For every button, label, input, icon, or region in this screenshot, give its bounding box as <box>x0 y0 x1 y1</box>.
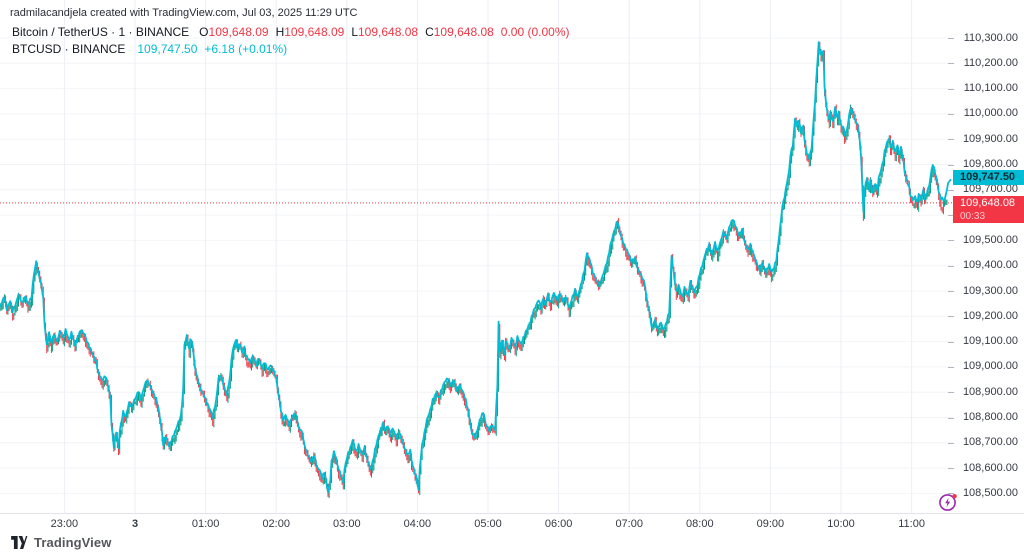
legend-row-btcusdt[interactable]: Bitcoin / TetherUS · 1 · BINANCE O 109,64… <box>12 23 570 40</box>
ohlc-value: 109,648.09 <box>284 24 345 39</box>
price-axis[interactable]: 110,300.00 110,200.00 110,100.00 110,000.00… <box>948 0 1024 513</box>
time-axis-label: 03:00 <box>333 518 361 530</box>
ohlc-item: H 109,648.09 <box>276 25 345 39</box>
price-axis-tick <box>948 442 954 444</box>
tradingview-logo-icon <box>11 536 28 549</box>
price-axis-tick <box>948 63 954 65</box>
price-axis-tick <box>948 291 954 292</box>
symbol-title[interactable]: Bitcoin / TetherUS · 1 · BINANCE <box>12 24 190 39</box>
price-axis-label: 108,500.00 <box>962 486 1018 499</box>
price-axis-tick <box>948 139 954 141</box>
ohlc-item: L 109,648.08 <box>351 25 418 39</box>
time-axis-label: 09:00 <box>756 518 785 530</box>
price-axis-tick <box>948 189 954 191</box>
time-axis-label: 02:00 <box>262 518 290 530</box>
price-axis-tick <box>948 341 954 343</box>
realtime-streaming-icon[interactable] <box>938 492 959 513</box>
time-axis-label: 07:00 <box>615 518 643 530</box>
legend: Bitcoin / TetherUS · 1 · BINANCE O 109,64… <box>12 23 570 57</box>
price-axis-tick <box>948 215 954 217</box>
time-axis-label: 23:00 <box>50 518 79 530</box>
legend-row-btcusd[interactable]: BTCUSD · BINANCE 109,747.50 +6.18 (+0.01… <box>12 40 570 57</box>
horizontal-gridlines <box>0 37 953 494</box>
vertical-gridlines <box>63 0 913 513</box>
price-axis-label: 109,500.00 <box>962 233 1018 246</box>
price-axis-label: 109,900.00 <box>962 132 1018 145</box>
ohlc-values: O 109,648.09 H 109,648.09 L 109,648.08 C 109,64… <box>199 25 494 39</box>
price-axis-tick <box>948 113 954 115</box>
compare-symbol-title[interactable]: BTCUSD · BINANCE <box>12 41 126 56</box>
price-axis-label: 110,200.00 <box>963 56 1018 69</box>
price-axis-label: 109,800.00 <box>962 158 1018 170</box>
price-axis-tick <box>948 316 954 318</box>
price-axis-label: 110,000.00 <box>963 107 1018 120</box>
compare-change: +6.18 (+0.01%) <box>204 41 288 56</box>
price-axis-label: 109,300.00 <box>962 284 1018 297</box>
price-axis-label: 109,700.00 <box>962 183 1018 196</box>
price-axis-tick <box>948 366 954 368</box>
btcusd-line-series <box>0 41 952 493</box>
ohlc-key: C <box>425 24 434 39</box>
price-axis-tick <box>948 164 954 166</box>
compare-symbol-values: 109,747.50 +6.18 (+0.01%) <box>137 42 287 56</box>
price-axis-label: 108,700.00 <box>962 436 1018 449</box>
change-value: 0.00 (0.00%) <box>500 24 570 39</box>
tradingview-logo[interactable]: TradingView <box>11 535 111 550</box>
tradingview-logo-text: TradingView <box>34 535 112 550</box>
line-series-price-value: 109,747.50 <box>960 171 1016 183</box>
candle-series <box>0 42 948 499</box>
price-axis-tick <box>948 417 954 419</box>
time-axis-label: 01:00 <box>191 518 220 530</box>
price-axis-label: 109,000.00 <box>962 360 1018 373</box>
price-axis-tick <box>948 493 954 495</box>
ohlc-value: 109,648.08 <box>433 24 494 39</box>
time-axis-label: 08:00 <box>686 518 714 530</box>
price-axis-tick <box>948 240 954 242</box>
price-axis-tick <box>948 468 954 470</box>
ohlc-value: 109,648.08 <box>358 24 419 39</box>
price-axis-label: 109,100.00 <box>962 335 1018 348</box>
time-axis-label: 3 <box>131 518 139 530</box>
price-axis-tick <box>948 265 954 267</box>
price-axis-label: 108,600.00 <box>962 461 1018 474</box>
time-axis[interactable]: 23:00 3 01:00 02:00 03:00 04:00 05:00 06:00 07:0… <box>0 513 1024 536</box>
price-axis-label: 110,300.00 <box>963 31 1018 44</box>
compare-last-price: 109,747.50 <box>137 41 198 56</box>
bar-close-countdown: 00:33 <box>960 211 986 222</box>
ohlc-key: L <box>351 24 358 39</box>
time-axis-label: 04:00 <box>403 518 432 530</box>
time-axis-label: 10:00 <box>827 518 855 530</box>
time-axis-label: 11:00 <box>898 518 925 530</box>
price-axis-label: 108,900.00 <box>962 385 1018 398</box>
line-series-price-tag: 109,747.50 <box>953 170 1024 185</box>
ohlc-item: O 109,648.09 <box>199 25 268 39</box>
ohlc-key: H <box>275 24 285 39</box>
last-candle-price-tag: 109,648.08 00:33 <box>953 196 1024 223</box>
price-axis-tick <box>948 392 954 394</box>
last-candle-price-value: 109,648.08 <box>960 197 1016 209</box>
price-axis-label: 108,800.00 <box>962 411 1018 423</box>
price-axis-label: 109,400.00 <box>962 259 1018 272</box>
time-axis-label: 06:00 <box>544 518 573 530</box>
price-axis-tick <box>948 38 954 39</box>
ohlc-key: O <box>199 24 209 39</box>
price-axis-label: 110,100.00 <box>963 82 1018 95</box>
price-axis-tick <box>948 88 954 90</box>
watermark-attribution: radmilacandjela created with TradingView… <box>10 7 358 19</box>
ohlc-value: 109,648.09 <box>208 24 269 39</box>
price-axis-label: 109,200.00 <box>962 309 1018 322</box>
ohlc-item: C 109,648.08 <box>425 25 494 39</box>
time-axis-label: 05:00 <box>474 518 502 530</box>
